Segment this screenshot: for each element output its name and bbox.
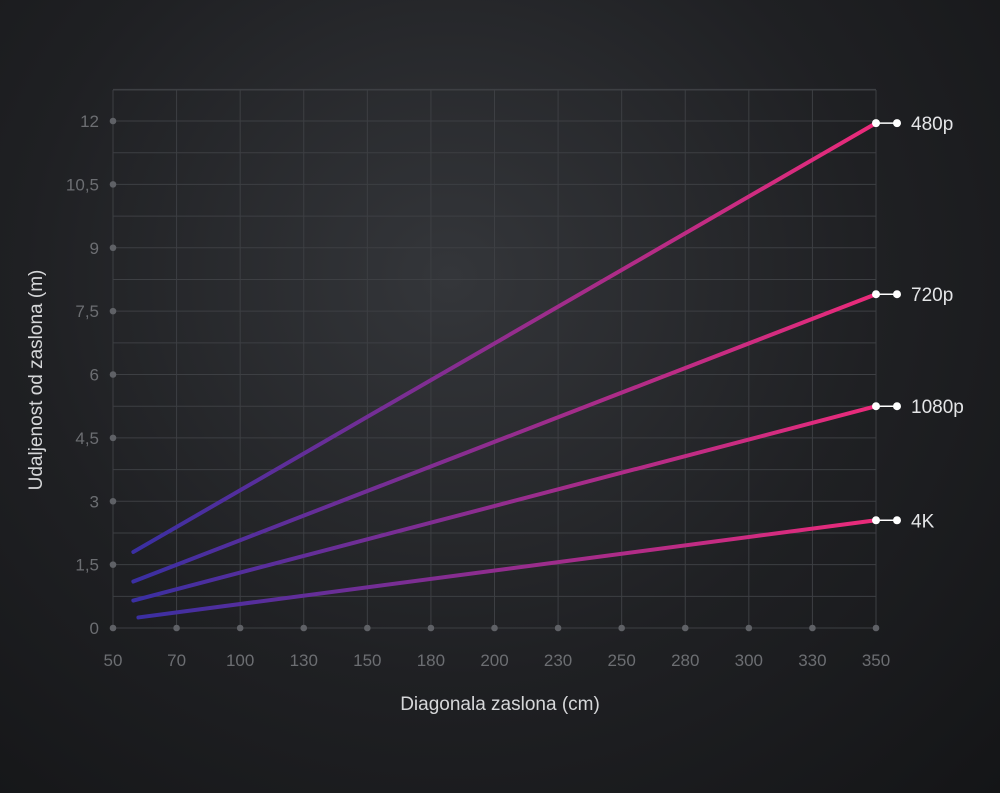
x-tick-label: 50: [104, 651, 123, 670]
y-tick-label: 6: [90, 366, 99, 385]
x-tick-label: 130: [290, 651, 318, 670]
x-tick-label: 330: [798, 651, 826, 670]
series-line: [131, 404, 878, 603]
x-axis-title: Diagonala zaslona (cm): [400, 694, 600, 715]
x-tick-label: 350: [862, 651, 890, 670]
y-tick-dot: [109, 497, 117, 505]
series-label: 1080p: [911, 397, 964, 418]
series-end-point: [872, 119, 880, 128]
series-end-point: [872, 516, 880, 525]
y-tick-label: 4,5: [75, 429, 99, 448]
x-tick-dot: [681, 624, 689, 632]
x-tick-dot: [872, 624, 880, 632]
x-tick-dot: [173, 624, 180, 632]
series-label: 720p: [911, 285, 953, 306]
x-tick-dot: [618, 624, 625, 632]
series-end-point: [872, 402, 880, 411]
y-tick-dot: [109, 244, 117, 252]
x-tick-label: 100: [226, 651, 254, 670]
x-tick-label: 250: [607, 651, 635, 670]
series-line: [131, 121, 878, 554]
y-tick-label: 7,5: [75, 302, 99, 321]
x-tick-dot: [554, 624, 562, 632]
series-line: [131, 292, 878, 584]
series-label-point: [893, 290, 901, 299]
y-tick-label: 1,5: [75, 556, 99, 575]
y-tick-dot: [109, 307, 117, 315]
x-axis: 50 70 100 130 150 180 200 230 250 280 300 330 350: [104, 624, 890, 670]
y-tick-dot: [109, 624, 117, 632]
series-label-point: [893, 119, 901, 128]
x-tick-label: 200: [480, 651, 508, 670]
series-group: 480p 720p 1080p 4K: [131, 114, 964, 620]
x-tick-dot: [491, 624, 498, 632]
x-tick-dot: [364, 624, 371, 632]
x-tick-label: 180: [417, 651, 445, 670]
x-tick-label: 150: [353, 651, 381, 670]
series-label: 4K: [911, 511, 935, 532]
x-tick-label: 230: [544, 651, 572, 670]
y-tick-label: 0: [90, 619, 99, 638]
y-tick-dot: [109, 434, 117, 442]
y-tick-label: 3: [90, 492, 99, 511]
y-tick-dot: [109, 181, 117, 188]
x-tick-dot: [809, 624, 816, 632]
x-tick-dot: [745, 624, 753, 632]
series-label-point: [893, 402, 901, 411]
x-tick-dot: [236, 624, 244, 632]
y-tick-dot: [109, 371, 117, 378]
x-tick-dot: [300, 624, 308, 632]
y-tick-label: 10,5: [66, 175, 99, 194]
series-end-point: [872, 290, 880, 299]
series-label: 480p: [911, 114, 953, 135]
y-axis-title: Udaljenost od zaslona (m): [26, 270, 47, 491]
x-tick-label: 70: [167, 651, 186, 670]
series-line: [136, 518, 878, 620]
y-tick-dot: [109, 561, 117, 568]
y-tick-dot: [109, 117, 117, 125]
x-tick-label: 300: [735, 651, 763, 670]
y-tick-label: 12: [80, 112, 99, 131]
x-tick-label: 280: [671, 651, 699, 670]
y-tick-label: 9: [90, 239, 99, 258]
x-tick-dot: [427, 624, 435, 632]
y-axis: 0 1,5 3 4,5 6 7,5 9 10,5 12: [66, 112, 117, 638]
series-label-point: [893, 516, 901, 525]
